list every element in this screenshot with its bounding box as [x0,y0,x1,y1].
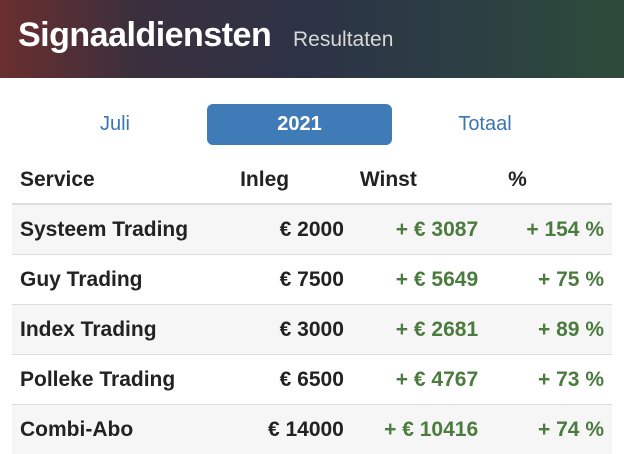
column-header: Winst [351,156,487,205]
service-cell: Polleke Trading [12,354,223,405]
table-row: Systeem Trading € 2000 + € 3087 + 154 % [12,203,612,255]
header: Signaaldiensten Resultaten [0,0,624,78]
column-header: % [486,156,612,205]
tab-active[interactable]: 2021 [207,104,392,145]
inleg-cell: € 7500 [222,254,352,305]
percent-cell: + 89 % [486,304,612,355]
winst-cell: + € 4767 [351,354,487,405]
results-table: Service Inleg Winst% Systeem Trading € 2000… [12,156,612,454]
service-cell: Systeem Trading [12,203,223,255]
winst-cell: + € 2681 [351,304,487,355]
header-title: Signaaldiensten [18,16,272,54]
inleg-cell: € 14000 [222,404,352,454]
inleg-cell: € 2000 [222,203,352,255]
table-row: Guy Trading € 7500 + € 5649 + 75 % [12,254,612,305]
table-row: Polleke Trading € 6500 + € 4767 + 73 % [12,354,612,405]
header-subtitle: Resultaten [293,28,394,51]
inleg-cell: € 3000 [222,304,352,355]
table-row: Index Trading € 3000 + € 2681 + 89 % [12,304,612,355]
table-row: Combi-Abo € 14000 + € 10416 + 74 % [12,404,612,454]
tab[interactable]: Totaal [458,113,512,135]
inleg-cell: € 6500 [222,354,352,405]
percent-cell: + 74 % [486,404,612,454]
service-cell: Guy Trading [12,254,223,305]
tab[interactable]: Juli [99,113,130,135]
header-row: Service Inleg Winst% [12,156,612,205]
winst-cell: + € 10416 [351,404,487,454]
percent-cell: + 75 % [486,254,612,305]
service-cell: Combi-Abo [12,404,223,454]
percent-cell: + 154 % [486,203,612,255]
column-header: Service [12,156,223,205]
percent-cell: + 73 % [486,354,612,405]
winst-cell: + € 3087 [351,203,487,255]
service-cell: Index Trading [12,304,223,355]
winst-cell: + € 5649 [351,254,487,305]
column-header: Inleg [222,156,352,205]
